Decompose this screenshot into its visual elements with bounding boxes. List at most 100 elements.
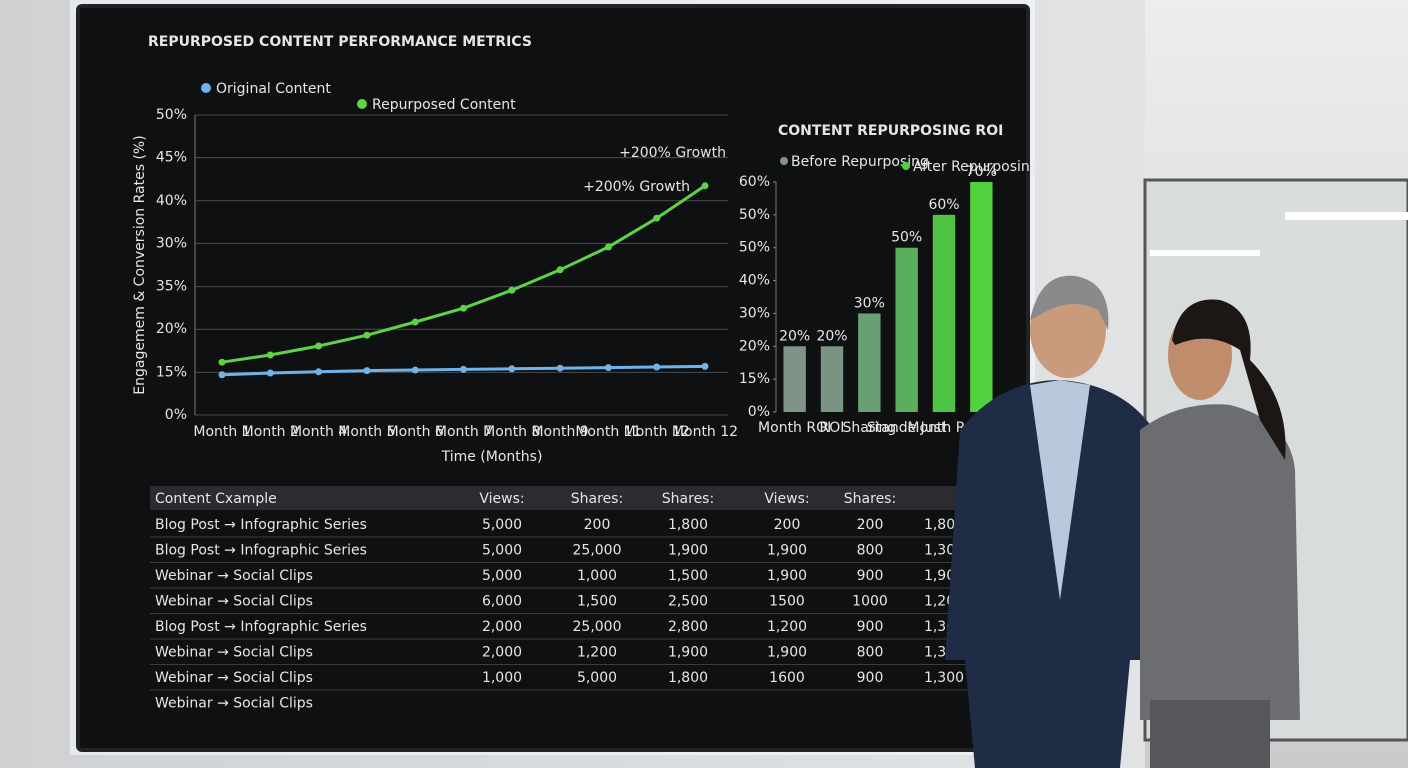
table-cell: Webinar → Social Clips bbox=[155, 670, 313, 686]
table-header: Views: bbox=[479, 491, 524, 507]
annotation: +200% Growth bbox=[583, 179, 690, 195]
value-label: 30% bbox=[854, 295, 885, 311]
table-cell: 1,300 bbox=[924, 670, 964, 686]
data-point bbox=[653, 363, 661, 371]
table-cell: 800 bbox=[857, 543, 884, 559]
data-point bbox=[460, 304, 467, 312]
man-shirt bbox=[1030, 380, 1090, 600]
y-tick-label: 15% bbox=[156, 364, 187, 380]
table-cell: 800 bbox=[857, 645, 884, 661]
table-cell: 25,000 bbox=[573, 619, 622, 635]
table-cell: 25,000 bbox=[573, 543, 622, 559]
table-cell: 1000 bbox=[852, 594, 888, 610]
data-point bbox=[266, 369, 274, 377]
legend-label: Original Content bbox=[216, 81, 331, 97]
table-cell: 1500 bbox=[769, 594, 805, 610]
legend-marker bbox=[201, 83, 211, 93]
legend-marker bbox=[357, 99, 367, 109]
table-header: Views: bbox=[764, 491, 809, 507]
table-cell: 2,800 bbox=[668, 619, 708, 635]
table-cell: 1600 bbox=[769, 670, 805, 686]
y-tick-label: 20% bbox=[156, 321, 187, 337]
data-point bbox=[363, 367, 371, 375]
data-point bbox=[266, 351, 274, 359]
table-header-bg bbox=[150, 486, 970, 510]
chart-title: REPURPOSED CONTENT PERFORMANCE METRICS bbox=[148, 34, 532, 50]
data-point bbox=[701, 182, 709, 190]
table-cell: 1,500 bbox=[577, 594, 617, 610]
data-point bbox=[556, 364, 564, 372]
y-tick-label: 50% bbox=[739, 207, 770, 223]
chart-title: CONTENT REPURPOSING ROI bbox=[778, 123, 1003, 139]
y-tick-label: 40% bbox=[156, 193, 187, 209]
x-tick-label: Sharing bbox=[842, 420, 896, 436]
table-cell: 2,000 bbox=[482, 619, 522, 635]
data-point bbox=[363, 331, 371, 339]
y-axis-label: Engagemem & Conversion Rates (%) bbox=[132, 135, 148, 394]
legend-marker bbox=[780, 157, 788, 165]
woman-jacket bbox=[1140, 404, 1300, 720]
value-label: 70% bbox=[966, 164, 997, 180]
data-point bbox=[604, 364, 612, 372]
table-cell: 200 bbox=[774, 517, 801, 533]
data-point bbox=[315, 368, 323, 376]
table-cell: 900 bbox=[857, 670, 884, 686]
table-cell: 5,000 bbox=[482, 568, 522, 584]
x-tick-label: Month 5 bbox=[338, 424, 395, 440]
table-cell: 5,000 bbox=[482, 517, 522, 533]
table-cell: 1,500 bbox=[668, 568, 708, 584]
y-tick-label: 30% bbox=[739, 305, 770, 321]
table-cell: 1,000 bbox=[577, 568, 617, 584]
bar bbox=[820, 346, 844, 412]
table-cell: Webinar → Social Clips bbox=[155, 568, 313, 584]
data-point bbox=[701, 362, 709, 370]
table-cell: 900 bbox=[857, 568, 884, 584]
table-cell: 900 bbox=[857, 619, 884, 635]
table-cell: Blog Post → Infographic Series bbox=[155, 517, 367, 533]
bar bbox=[858, 313, 881, 412]
table-cell: 1,800 bbox=[668, 670, 708, 686]
screen bbox=[76, 4, 1030, 752]
bar bbox=[783, 346, 806, 412]
ceiling-light bbox=[1150, 250, 1260, 256]
data-point bbox=[556, 266, 564, 274]
value-label: 60% bbox=[928, 197, 959, 213]
legend-label: After Repurposing bbox=[913, 159, 1039, 175]
x-tick-label: Month 9 bbox=[531, 424, 588, 440]
data-point bbox=[411, 366, 419, 374]
table-cell: 5,000 bbox=[482, 543, 522, 559]
y-tick-label: 40% bbox=[739, 273, 770, 289]
legend-marker bbox=[902, 162, 910, 170]
bar bbox=[895, 247, 918, 412]
woman-hair bbox=[1172, 299, 1286, 460]
x-tick-label: Stande Just bbox=[867, 420, 947, 436]
table-cell: Webinar → Social Clips bbox=[155, 696, 313, 712]
y-tick-label: 30% bbox=[156, 235, 187, 251]
x-tick-label: Month 7 bbox=[435, 424, 492, 440]
data-point bbox=[218, 358, 226, 366]
x-tick-label: Month 2 bbox=[242, 424, 299, 440]
data-point bbox=[218, 371, 226, 379]
y-tick-label: 0% bbox=[165, 407, 187, 423]
data-point bbox=[508, 365, 516, 373]
legend-label: Before Repurposing bbox=[791, 154, 929, 170]
x-tick-label: Month 12 bbox=[624, 424, 690, 440]
table-cell: Webinar → Social Clips bbox=[155, 645, 313, 661]
y-tick-label: 15% bbox=[739, 371, 770, 387]
table-header: Shares: bbox=[844, 491, 896, 507]
table-header: Shares: bbox=[571, 491, 623, 507]
value-label: 50% bbox=[891, 230, 922, 246]
data-point bbox=[460, 365, 467, 373]
woman-trousers bbox=[1150, 700, 1270, 768]
table-cell: 1,900 bbox=[668, 543, 708, 559]
y-tick-label: 50% bbox=[156, 107, 187, 123]
x-tick-label: ROI bbox=[820, 420, 845, 436]
x-tick-label: Month 12 bbox=[672, 424, 738, 440]
table-cell: 1,000 bbox=[482, 670, 522, 686]
x-tick-label: Month 6 bbox=[387, 424, 444, 440]
data-point bbox=[315, 342, 323, 350]
data-point bbox=[508, 286, 516, 294]
table-cell: Blog Post → Infographic Series bbox=[155, 619, 367, 635]
x-tick-label: Month 1 bbox=[193, 424, 250, 440]
